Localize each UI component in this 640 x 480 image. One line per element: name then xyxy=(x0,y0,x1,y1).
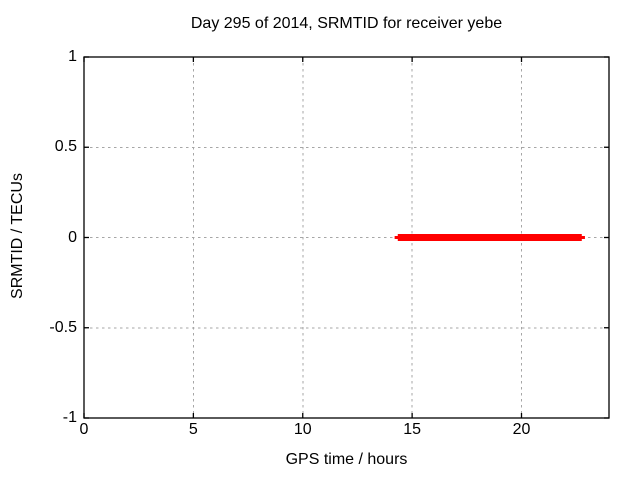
x-tick-label: 20 xyxy=(512,421,531,438)
y-tick-label: 1 xyxy=(68,48,77,65)
y-tick-label: 0.5 xyxy=(54,138,77,156)
y-tick-label: -0.5 xyxy=(49,318,77,336)
y-tick-label: 0 xyxy=(68,228,77,246)
x-tick-label: 15 xyxy=(403,421,422,438)
x-tick-label: 5 xyxy=(188,421,198,438)
x-axis-label: GPS time / hours xyxy=(285,451,408,468)
y-tick-label: -1 xyxy=(62,409,77,426)
chart-title: Day 295 of 2014, SRMTID for receiver yeb… xyxy=(190,15,503,32)
x-tick-label: 10 xyxy=(293,421,312,438)
x-tick-label: 0 xyxy=(79,421,89,438)
